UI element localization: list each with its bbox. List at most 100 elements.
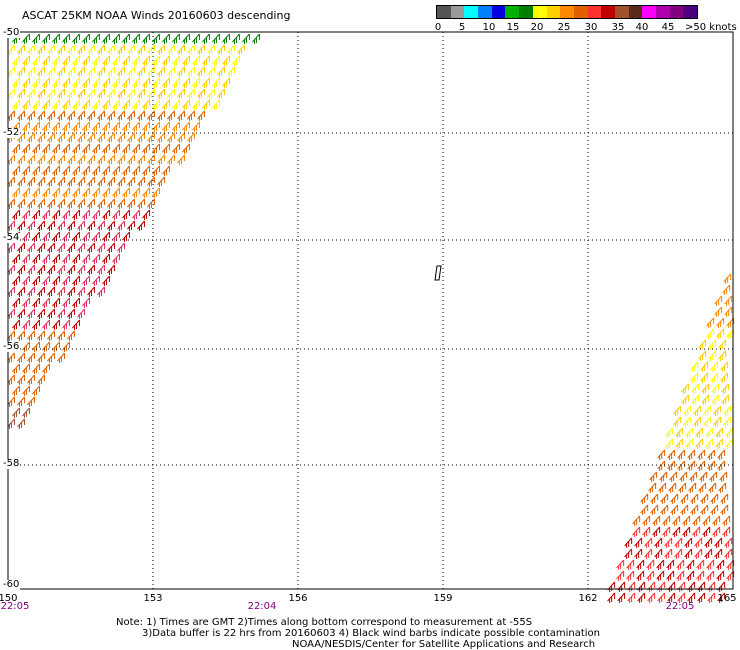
wind-barb	[17, 110, 25, 121]
wind-barb	[97, 110, 105, 121]
wind-barb	[710, 504, 719, 515]
wind-barb	[142, 55, 150, 66]
wind-barb	[102, 121, 110, 132]
wind-barb	[107, 176, 115, 187]
wind-barb	[37, 154, 45, 165]
wind-barb	[62, 55, 70, 66]
wind-barb	[157, 110, 165, 121]
lon-label-150: 150	[0, 593, 18, 604]
wind-barb	[12, 319, 20, 330]
wind-barb	[17, 242, 25, 253]
wind-barb	[17, 198, 25, 209]
wind-barb	[82, 77, 90, 88]
wind-barb	[726, 317, 735, 328]
wind-barb	[152, 77, 160, 88]
wind-barb	[92, 253, 100, 264]
wind-barb	[97, 242, 105, 253]
wind-barb	[716, 317, 725, 328]
legend-swatch-4	[491, 6, 506, 18]
wind-barb	[47, 176, 55, 187]
wind-barb	[723, 273, 732, 284]
wind-barb	[647, 581, 656, 592]
wind-barb	[42, 99, 50, 110]
wind-barb	[72, 55, 80, 66]
wind-barb	[42, 363, 50, 374]
wind-barb	[722, 515, 731, 526]
wind-barb	[82, 99, 90, 110]
wind-barb	[697, 581, 706, 592]
wind-barb	[207, 88, 215, 99]
wind-barb	[42, 253, 50, 264]
wind-barb	[7, 352, 15, 363]
wind-barb	[709, 471, 718, 482]
wind-barb	[52, 231, 60, 242]
wind-barb	[7, 374, 15, 385]
wind-barb	[52, 143, 60, 154]
wind-barb	[107, 66, 115, 77]
wind-barb	[142, 209, 150, 220]
wind-barb	[714, 548, 723, 559]
wind-barb	[142, 33, 150, 44]
wind-barb	[82, 187, 90, 198]
wind-barb	[711, 394, 720, 405]
wind-barb	[162, 99, 170, 110]
wind-barb	[132, 99, 140, 110]
wind-barb	[222, 33, 230, 44]
wind-barb	[705, 427, 714, 438]
wind-barb	[12, 297, 20, 308]
wind-barb	[17, 396, 25, 407]
wind-barb	[192, 33, 200, 44]
wind-barb	[172, 143, 180, 154]
wind-barb	[721, 383, 730, 394]
wind-barb	[47, 352, 55, 363]
wind-barb	[644, 537, 653, 548]
wind-barb	[654, 537, 663, 548]
wind-barb	[52, 209, 60, 220]
wind-barb	[72, 143, 80, 154]
wind-barb	[102, 275, 110, 286]
wind-barb	[32, 77, 40, 88]
wind-barb	[667, 460, 676, 471]
wind-barb	[696, 559, 705, 570]
lat-label-58: -58	[2, 458, 21, 469]
wind-barb	[7, 198, 15, 209]
wind-barb	[67, 198, 75, 209]
wind-barb	[693, 416, 702, 427]
wind-barb	[679, 471, 688, 482]
wind-barb	[32, 319, 40, 330]
wind-barb	[12, 275, 20, 286]
wind-barb	[167, 110, 175, 121]
wind-barb	[17, 66, 25, 77]
wind-barb	[27, 66, 35, 77]
wind-barb	[698, 482, 707, 493]
wind-barb	[12, 165, 20, 176]
wind-barb	[127, 176, 135, 187]
wind-barb	[22, 165, 30, 176]
wind-barb	[624, 548, 633, 559]
wind-barb	[217, 66, 225, 77]
wind-barb	[668, 482, 677, 493]
wind-barb	[167, 154, 175, 165]
wind-barb	[42, 143, 50, 154]
wind-barb	[690, 372, 699, 383]
wind-barb	[62, 143, 70, 154]
wind-barb	[52, 297, 60, 308]
wind-barb	[665, 438, 674, 449]
wind-barb	[97, 220, 105, 231]
wind-barb	[726, 570, 735, 581]
wind-barb	[32, 275, 40, 286]
wind-barb	[700, 361, 709, 372]
wind-barb	[182, 143, 190, 154]
wind-barb	[22, 231, 30, 242]
wind-barb	[672, 526, 681, 537]
wind-barb	[698, 350, 707, 361]
wind-barb	[227, 44, 235, 55]
wind-barb	[670, 504, 679, 515]
wind-barb	[32, 187, 40, 198]
wind-barb	[87, 66, 95, 77]
wind-barb	[167, 66, 175, 77]
wind-barb	[82, 121, 90, 132]
wind-barb	[37, 88, 45, 99]
wind-barb	[107, 88, 115, 99]
wind-barb	[37, 264, 45, 275]
